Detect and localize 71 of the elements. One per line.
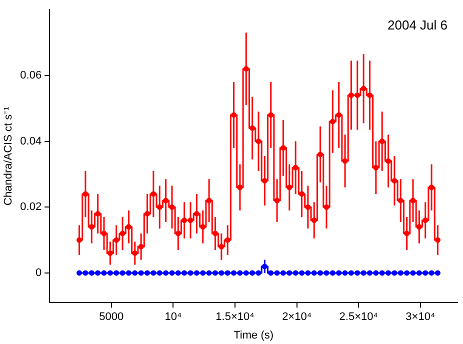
point (373, 270, 379, 276)
point (428, 270, 434, 276)
point (169, 270, 175, 276)
x-tick-label: 5000 (99, 311, 124, 324)
x-tick-label: 2×10⁴ (282, 311, 312, 324)
point (256, 270, 262, 276)
point (237, 270, 243, 276)
point (175, 270, 181, 276)
point (88, 270, 94, 276)
point (366, 270, 372, 276)
point (150, 270, 156, 276)
point (95, 270, 101, 276)
y-tick-label: 0.02 (20, 201, 42, 214)
x-tick-label: 2.5×10⁴ (339, 311, 378, 324)
point (318, 270, 324, 276)
point (243, 270, 249, 276)
y-tick-label: 0.04 (20, 135, 42, 148)
point (188, 270, 194, 276)
point (114, 270, 120, 276)
point (354, 270, 360, 276)
point (379, 270, 385, 276)
annotation: 2004 Jul 6 (388, 18, 448, 33)
y-tick-label: 0.06 (20, 69, 42, 82)
point (299, 270, 305, 276)
point (305, 270, 311, 276)
x-axis-title: Time (s) (234, 329, 274, 342)
point (126, 270, 132, 276)
point (416, 270, 422, 276)
point (398, 270, 404, 276)
point (348, 270, 354, 276)
point (218, 270, 224, 276)
point (76, 270, 82, 276)
point (324, 270, 330, 276)
point (231, 270, 237, 276)
x-tick-label: 1.5×10⁴ (216, 311, 255, 324)
point (182, 270, 188, 276)
point (132, 270, 138, 276)
point (292, 270, 298, 276)
point (144, 270, 150, 276)
point (434, 270, 440, 276)
point (274, 270, 280, 276)
point (82, 270, 88, 276)
point (212, 270, 218, 276)
point (286, 270, 292, 276)
point (120, 270, 126, 276)
point (200, 270, 206, 276)
point (206, 270, 212, 276)
point (410, 270, 416, 276)
y-axis-title: Chandra/ACIS ct s⁻¹ (2, 106, 15, 206)
point (311, 270, 317, 276)
point (250, 270, 256, 276)
point (336, 270, 342, 276)
point (138, 270, 144, 276)
point (268, 270, 274, 276)
y-tick-label: 0 (35, 267, 42, 279)
point (280, 270, 286, 276)
point (404, 270, 410, 276)
point (107, 270, 113, 276)
point (163, 270, 169, 276)
x-tick-label: 10⁴ (164, 311, 182, 324)
point (194, 270, 200, 276)
x-tick-label: 3×10⁴ (406, 311, 436, 324)
point (392, 270, 398, 276)
point (224, 270, 230, 276)
point (330, 270, 336, 276)
point (156, 270, 162, 276)
point (101, 270, 107, 276)
point (360, 270, 366, 276)
point (386, 270, 392, 276)
point (342, 270, 348, 276)
point (422, 270, 428, 276)
